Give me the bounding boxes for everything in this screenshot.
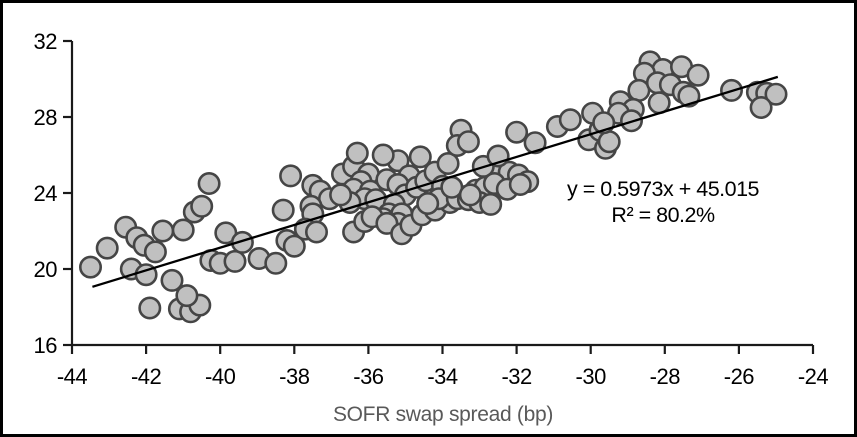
data-point <box>197 172 221 196</box>
data-point <box>279 164 303 188</box>
x-tick-label: -40 <box>205 364 236 389</box>
data-point <box>371 143 395 167</box>
data-point <box>456 130 480 154</box>
data-point <box>190 194 214 218</box>
data-point <box>436 152 460 176</box>
data-point <box>686 63 710 87</box>
x-tick-label: -42 <box>131 364 162 389</box>
data-point <box>230 230 254 254</box>
x-tick-label: -44 <box>57 364 88 389</box>
data-point <box>143 240 167 264</box>
data-point <box>558 108 582 132</box>
x-axis-title: SOFR swap spread (bp) <box>333 403 553 426</box>
x-tick-label: -36 <box>353 364 384 389</box>
data-point <box>271 198 295 222</box>
axes: 16 20 24 28 32 -44 -42 -40 -38 -36 -34 -32 -30 -28 -26… <box>34 29 829 389</box>
data-point <box>677 84 701 108</box>
data-point <box>523 131 547 155</box>
x-tick-label: -38 <box>279 364 310 389</box>
y-tick-label: 16 <box>34 333 58 358</box>
x-tick-label: -24 <box>798 364 829 389</box>
data-point <box>479 192 503 216</box>
x-tick-label: -26 <box>724 364 755 389</box>
data-point <box>329 183 353 207</box>
x-tick-label: -28 <box>650 364 681 389</box>
y-tick-label: 20 <box>34 257 58 282</box>
data-point <box>79 255 103 279</box>
data-point <box>764 82 788 106</box>
data-point <box>138 296 162 320</box>
x-tick-label: -34 <box>427 364 458 389</box>
data-point <box>749 96 773 120</box>
y-tick-label: 28 <box>34 105 58 130</box>
trendline-equation-label: y = 0.5973x + 45.015 <box>567 177 760 201</box>
data-point <box>95 236 119 260</box>
x-tick-label: -32 <box>501 364 532 389</box>
data-point <box>264 251 288 275</box>
y-tick-label: 24 <box>34 181 58 206</box>
data-point <box>408 145 432 169</box>
y-tick-label: 32 <box>34 29 58 54</box>
data-point <box>458 183 482 207</box>
data-point <box>597 130 621 154</box>
data-point <box>508 173 532 197</box>
data-point <box>282 234 306 258</box>
data-point <box>151 219 175 243</box>
data-point <box>416 192 440 216</box>
x-tick-label: -30 <box>576 364 607 389</box>
trendline <box>92 75 779 288</box>
data-point <box>171 218 195 242</box>
data-point <box>505 120 529 144</box>
data-point <box>223 249 247 273</box>
data-point <box>175 284 199 308</box>
data-point <box>160 268 184 292</box>
scatter-points <box>79 50 788 324</box>
data-point <box>304 220 328 244</box>
data-point <box>345 141 369 165</box>
scatter-chart: 16 20 24 28 32 -44 -42 -40 -38 -36 -34 -32 -30 -28 -26… <box>34 29 829 426</box>
r-squared-label: R² = 80.2% <box>611 203 715 227</box>
